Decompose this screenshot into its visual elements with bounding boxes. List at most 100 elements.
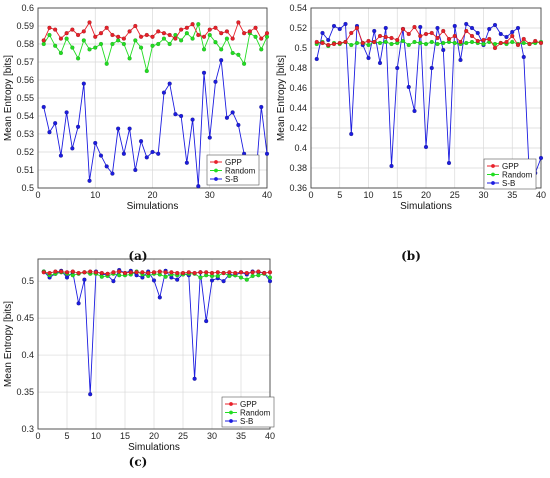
data-point-gpp [337, 40, 342, 46]
data-point-gpp [242, 31, 247, 36]
data-point-gpp [527, 41, 532, 47]
data-point-random [53, 43, 58, 48]
data-point-gpp [173, 36, 178, 41]
data-point-gpp [93, 34, 98, 39]
data-point-random [253, 34, 258, 39]
data-point-s-b [418, 24, 423, 30]
x-tick-label: 0 [35, 190, 40, 200]
data-point-random [156, 41, 161, 47]
data-point-random [70, 45, 75, 50]
legend-marker-s-b [229, 419, 233, 423]
data-point-random [184, 31, 189, 36]
data-point-gpp [469, 33, 475, 39]
data-point-gpp [247, 29, 252, 34]
data-point-gpp [533, 38, 538, 44]
data-point-s-b [349, 131, 354, 137]
data-point-s-b [326, 37, 331, 43]
data-point-s-b [504, 34, 509, 40]
data-point-random [190, 36, 195, 41]
x-tick-label: 10 [363, 190, 373, 200]
data-point-gpp [326, 42, 331, 48]
data-point-s-b [320, 30, 325, 36]
data-point-s-b [487, 26, 492, 32]
data-point-gpp [161, 31, 167, 36]
data-point-gpp [538, 40, 544, 46]
data-point-random [117, 273, 122, 278]
data-point-gpp [423, 31, 429, 37]
data-point-s-b [343, 21, 348, 27]
x-tick-label: 30 [205, 190, 215, 200]
y-tick-label: 0.36 [289, 183, 307, 193]
data-point-gpp [111, 270, 116, 275]
data-point-s-b [389, 163, 394, 169]
data-point-gpp [383, 34, 388, 40]
data-point-gpp [122, 270, 128, 276]
data-point-s-b [173, 112, 178, 117]
data-point-random [441, 40, 446, 46]
data-point-s-b [259, 104, 264, 110]
data-point-gpp [140, 270, 145, 275]
data-point-gpp [204, 270, 209, 275]
chart-panel-b: 0.36 0.38 0.4 0.42 0.44 0.46 0.48 0.5 0.52 0.54 0 5… [276, 3, 546, 212]
x-tick-label: 10 [91, 431, 101, 441]
y-tick-label: 0.57 [16, 57, 34, 67]
data-point-random [116, 38, 121, 43]
data-point-gpp [441, 28, 446, 34]
data-point-gpp [354, 25, 360, 31]
y-tick-label: 0.59 [16, 21, 34, 31]
data-point-s-b [156, 151, 161, 156]
data-point-gpp [452, 33, 457, 39]
x-tick-label: 40 [262, 190, 272, 200]
data-point-gpp [179, 27, 184, 32]
data-point-random [452, 40, 457, 46]
plot-frame [310, 7, 542, 189]
data-point-random [510, 39, 515, 45]
data-point-gpp [487, 36, 492, 42]
series-line-s-b [43, 269, 271, 395]
data-point-s-b [53, 121, 58, 126]
data-point-s-b [498, 31, 503, 37]
legend-label-random: Random [225, 166, 256, 175]
data-point-gpp [59, 269, 64, 274]
data-point-gpp [87, 20, 92, 25]
data-point-s-b [144, 155, 149, 160]
series-line-random [316, 40, 542, 47]
data-point-gpp [53, 269, 58, 274]
y-tick-label: 0.53 [16, 129, 34, 139]
data-point-random [215, 273, 220, 279]
legend-label-gpp: GPP [225, 158, 242, 167]
data-point-s-b [538, 155, 544, 161]
data-point-s-b [196, 184, 201, 189]
x-tick-label: 20 [149, 431, 159, 441]
data-point-gpp [76, 270, 81, 276]
x-axis-label: Simulations [127, 201, 179, 212]
data-point-s-b [167, 81, 172, 86]
data-point-gpp [244, 270, 249, 276]
data-point-s-b [510, 29, 515, 35]
data-point-s-b [127, 126, 132, 131]
legend-marker-s-b [214, 177, 218, 181]
data-point-gpp [41, 270, 46, 275]
data-point-gpp [429, 30, 434, 36]
legend-marker-gpp [491, 164, 495, 168]
data-point-random [354, 40, 360, 46]
data-point-s-b [111, 279, 116, 284]
data-point-s-b [236, 122, 241, 128]
data-point-gpp [458, 39, 463, 45]
data-point-random [81, 38, 86, 43]
data-point-random [423, 41, 429, 47]
data-point-s-b [204, 319, 209, 324]
data-point-gpp [76, 32, 81, 38]
y-tick-label: 0.45 [16, 313, 34, 323]
data-point-gpp [238, 270, 244, 275]
series-line-gpp [316, 26, 542, 49]
plot-frame [37, 7, 268, 189]
data-point-s-b [201, 70, 207, 75]
data-point-random [110, 41, 115, 47]
data-point-s-b [372, 28, 377, 34]
data-point-gpp [395, 37, 400, 43]
series-line-random [43, 22, 268, 72]
data-point-s-b [475, 30, 480, 36]
data-point-random [47, 32, 52, 38]
